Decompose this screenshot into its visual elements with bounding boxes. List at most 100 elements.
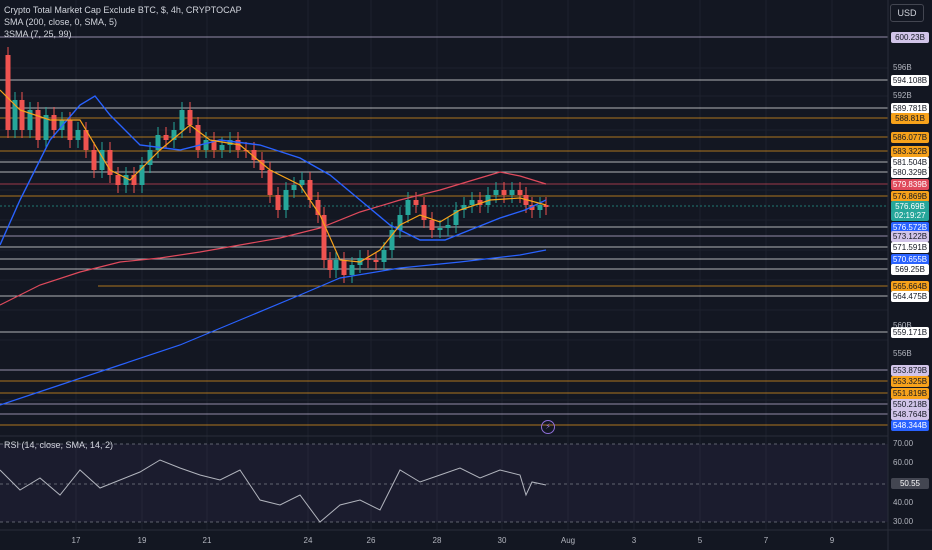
- price-level-label[interactable]: 589.781B: [891, 102, 929, 114]
- candle-body: [123, 175, 129, 185]
- price-level-label[interactable]: 569.25B: [891, 263, 929, 275]
- price-level-label[interactable]: 571.591B: [891, 241, 929, 253]
- candle-body: [12, 100, 18, 130]
- candle-body: [35, 110, 41, 140]
- candle-body: [307, 180, 313, 200]
- chart-legend: Crypto Total Market Cap Exclude BTC, $, …: [4, 4, 242, 40]
- candle-body: [267, 170, 273, 195]
- lightning-icon[interactable]: ⚡: [541, 420, 555, 434]
- candle-body: [543, 205, 549, 207]
- candle-body: [259, 160, 265, 170]
- sma-indicator-label[interactable]: SMA (200, close, 0, SMA, 5): [4, 17, 118, 27]
- candle-body: [381, 250, 387, 262]
- rsi-band: [0, 444, 888, 522]
- price-level-label[interactable]: 553.325B: [891, 375, 929, 387]
- price-level-label[interactable]: 02:19:27: [891, 209, 929, 221]
- price-level-label[interactable]: 580.329B: [891, 166, 929, 178]
- candle-body: [75, 130, 81, 140]
- price-level-label[interactable]: 594.108B: [891, 74, 929, 86]
- candle-body: [99, 150, 105, 170]
- price-level-label[interactable]: 600.23B: [891, 31, 929, 43]
- time-tick-label: 5: [697, 536, 703, 545]
- candle-body: [437, 228, 443, 230]
- price-tick-label: 596B: [893, 63, 912, 72]
- price-tick-label: 560B: [893, 321, 912, 330]
- candle-body: [91, 150, 97, 170]
- price-level-label[interactable]: 576.69B: [891, 200, 929, 212]
- time-tick-label: 3: [631, 536, 637, 545]
- price-level-label[interactable]: 579.839B: [891, 178, 929, 190]
- candle-body: [19, 100, 25, 130]
- rsi-tick-label: 40.00: [893, 498, 914, 507]
- rsi-tick-label: 70.00: [893, 439, 914, 448]
- candle-body: [445, 225, 451, 228]
- candle-body: [453, 210, 459, 225]
- price-level-label[interactable]: 564.475B: [891, 290, 929, 302]
- candle-body: [27, 110, 33, 130]
- candle-body: [43, 115, 49, 140]
- candle-body: [5, 55, 11, 130]
- candle-body: [203, 140, 209, 150]
- price-level-label[interactable]: 573.122B: [891, 230, 929, 242]
- candle-body: [291, 185, 297, 190]
- candle-body: [365, 258, 371, 260]
- price-level-label[interactable]: 548.344B: [891, 419, 929, 431]
- candle-body: [139, 165, 145, 185]
- candle-body: [211, 140, 217, 150]
- rsi-tick-label: 60.00: [893, 458, 914, 467]
- price-level-label[interactable]: 565.664B: [891, 280, 929, 292]
- candle-body: [333, 260, 339, 270]
- candle-body: [107, 150, 113, 175]
- three-sma-indicator-label[interactable]: 3SMA (7, 25, 99): [4, 29, 72, 39]
- candle-body: [349, 265, 355, 275]
- sma-99-line: [0, 171, 547, 306]
- price-level-label[interactable]: 588.81B: [891, 112, 929, 124]
- candle-body: [83, 130, 89, 150]
- candle-body: [485, 195, 491, 205]
- candle-body: [429, 220, 435, 230]
- price-level-label[interactable]: 551.819B: [891, 387, 929, 399]
- candle-body: [493, 190, 499, 195]
- candle-body: [147, 150, 153, 165]
- candle-body: [51, 115, 57, 130]
- price-level-label[interactable]: 553.879B: [891, 364, 929, 376]
- rsi-indicator-label[interactable]: RSI (14, close, SMA, 14, 2): [4, 440, 114, 450]
- candle-body: [327, 260, 333, 270]
- time-tick-label: 28: [432, 536, 442, 545]
- time-tick-label: 17: [71, 536, 81, 545]
- candle-body: [517, 190, 523, 195]
- rsi-value-label: 50.55: [891, 477, 929, 489]
- price-level-label[interactable]: 570.655B: [891, 253, 929, 265]
- candle-body: [227, 140, 233, 145]
- time-tick-label: 24: [303, 536, 313, 545]
- symbol-title[interactable]: Crypto Total Market Cap Exclude BTC, $, …: [4, 5, 242, 15]
- candle-body: [67, 120, 73, 140]
- time-tick-label: Aug: [560, 536, 576, 545]
- candle-body: [275, 195, 281, 210]
- candle-body: [283, 190, 289, 210]
- candle-body: [299, 180, 305, 185]
- candle-body: [179, 110, 185, 130]
- price-level-label[interactable]: 548.764B: [891, 408, 929, 420]
- price-level-label[interactable]: 583.322B: [891, 145, 929, 157]
- candle-body: [321, 215, 327, 260]
- candle-body: [509, 190, 515, 195]
- candlesticks: [5, 47, 549, 283]
- time-tick-label: 19: [137, 536, 147, 545]
- currency-button[interactable]: USD: [890, 4, 924, 22]
- candle-body: [251, 150, 257, 160]
- candle-body: [315, 200, 321, 215]
- candle-body: [373, 260, 379, 262]
- sma-200-line: [0, 249, 547, 406]
- price-level-label[interactable]: 576.572B: [891, 221, 929, 233]
- price-level-label[interactable]: 576.869B: [891, 190, 929, 202]
- price-level-label[interactable]: 586.077B: [891, 131, 929, 143]
- price-level-label[interactable]: 550.218B: [891, 398, 929, 410]
- candle-body: [187, 110, 193, 125]
- price-tick-label: 592B: [893, 91, 912, 100]
- candle-body: [171, 130, 177, 140]
- price-level-label[interactable]: 581.504B: [891, 156, 929, 168]
- price-level-label[interactable]: 559.171B: [891, 326, 929, 338]
- candle-body: [195, 125, 201, 150]
